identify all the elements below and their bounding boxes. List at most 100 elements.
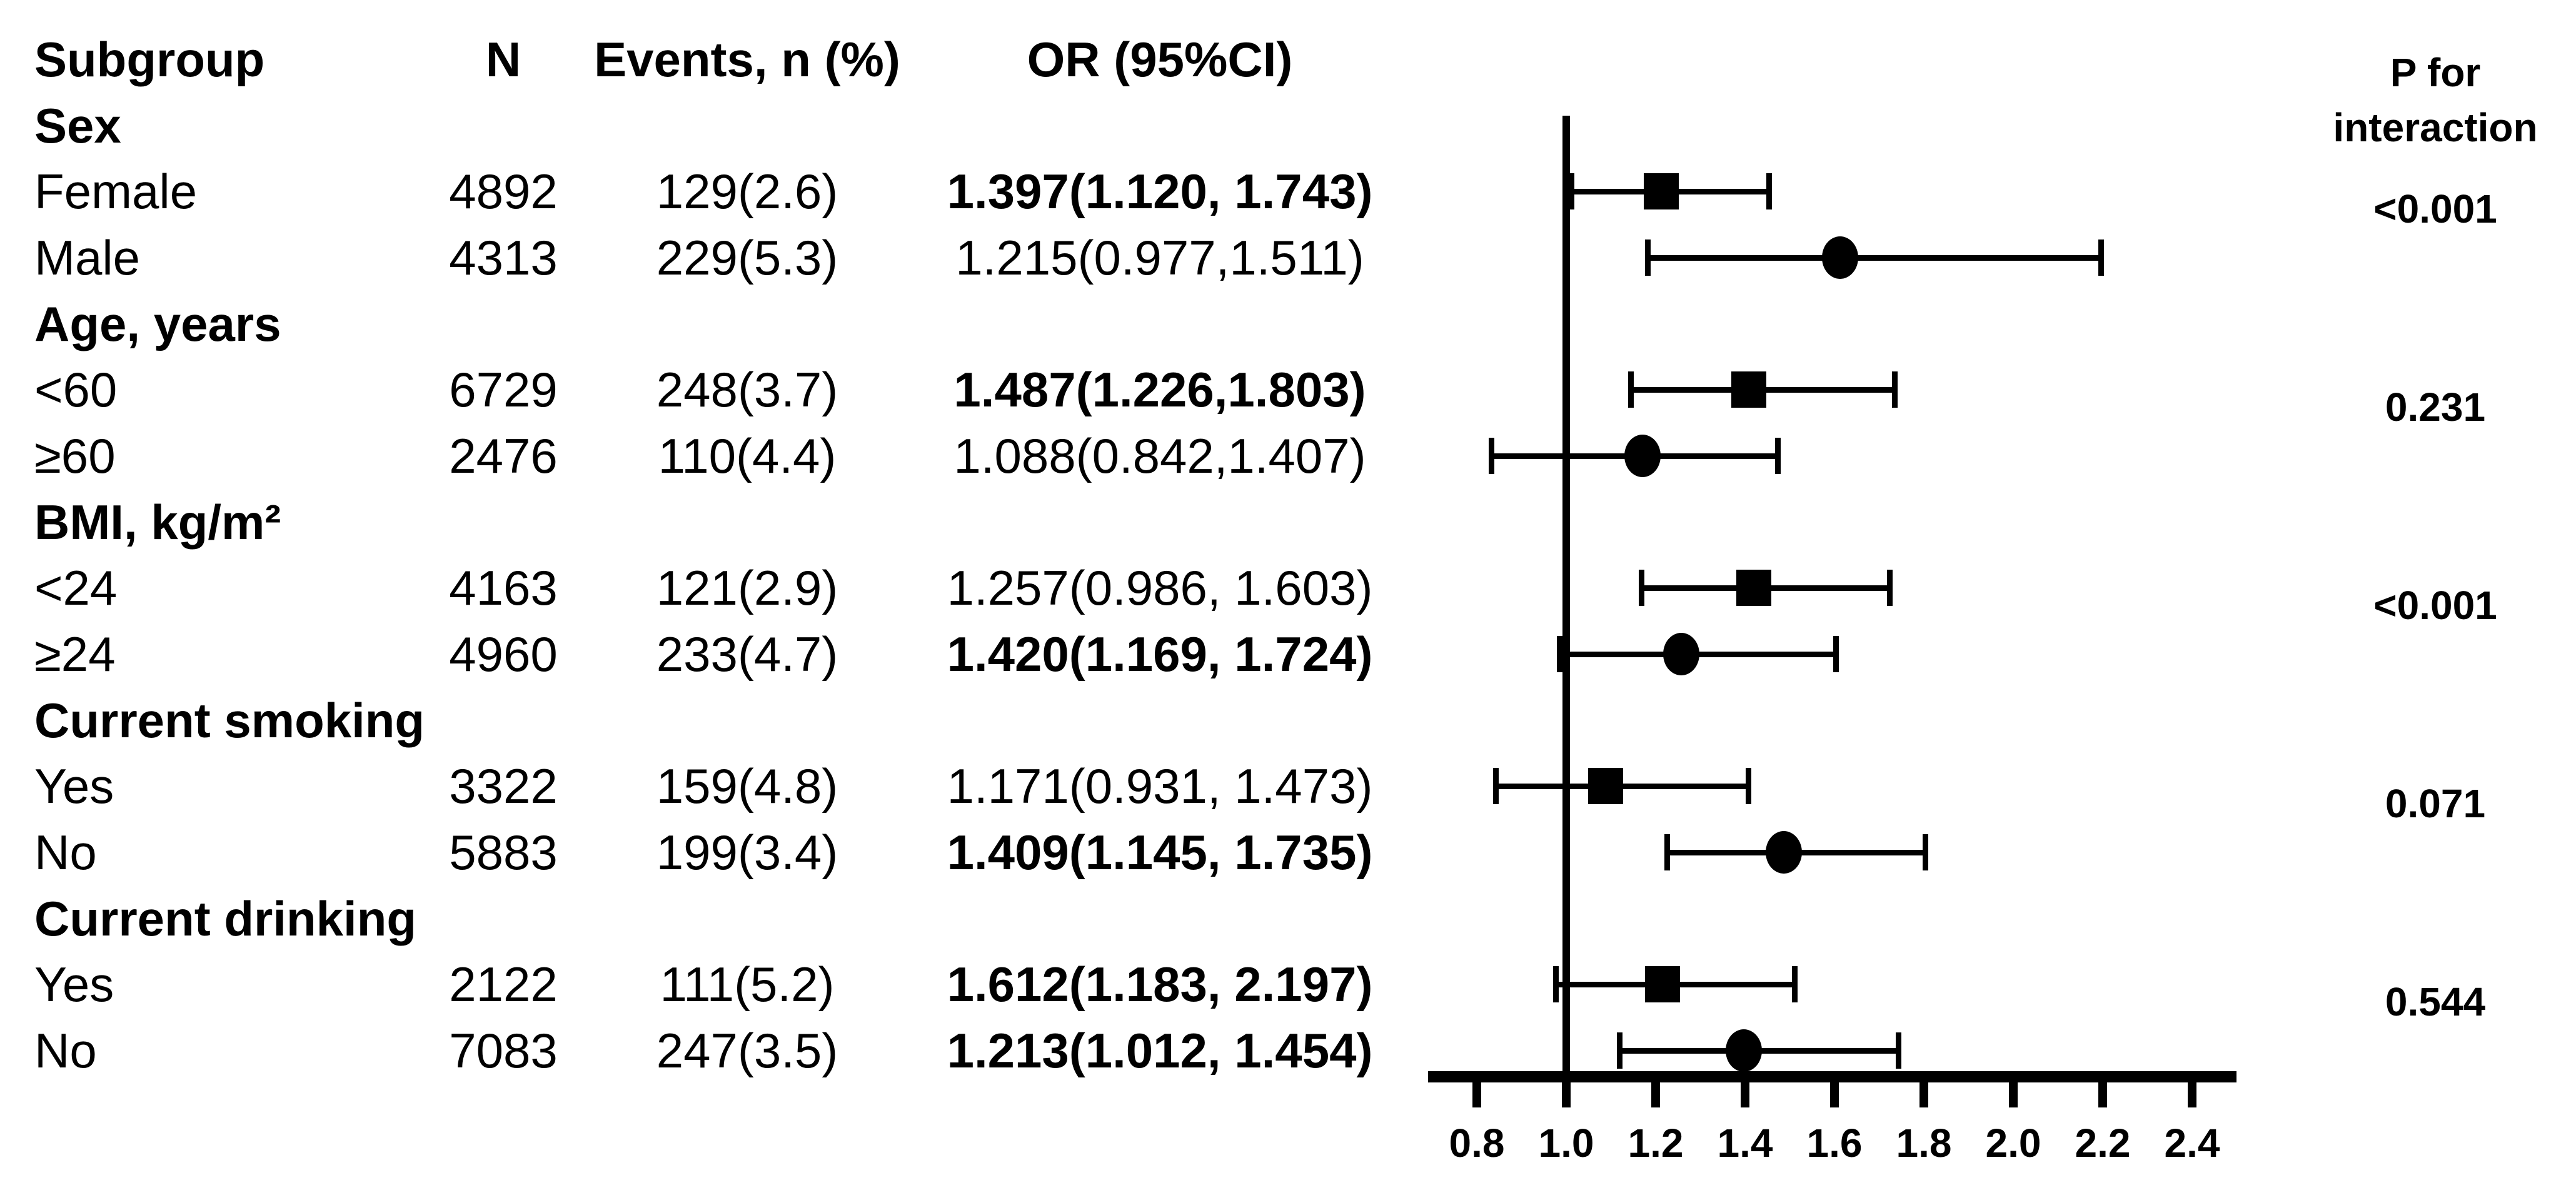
or-point-circle-marker [1821,236,1858,279]
x-axis-tick-label: 1.6 [1806,1121,1863,1166]
x-axis-tick [1651,1082,1660,1107]
row-n-value: 4163 [449,560,558,616]
row-or-ci-value: 1.088(0.842,1.407) [953,428,1366,484]
ci-cap-left [1489,438,1495,475]
row-or-ci-value: 1.213(1.012, 1.454) [947,1023,1373,1079]
x-axis-tick-label: 1.2 [1628,1121,1684,1166]
row-n-value: 4892 [449,164,558,219]
column-header-or: OR (95%CI) [1027,32,1293,87]
ci-cap-left [1492,768,1499,805]
column-header-events: Events, n (%) [594,32,900,87]
column-header-p-interaction: P for interaction [2333,45,2537,155]
row-or-ci-value: 1.487(1.226,1.803) [953,362,1366,418]
row-events-value: 247(3.5) [656,1023,838,1079]
ci-cap-right [1791,966,1798,1003]
section-label: Age, years [34,296,281,351]
section-label: Sex [34,98,121,153]
row-n-value: 7083 [449,1023,558,1079]
row-n-value: 5883 [449,825,558,880]
row-n-value: 2122 [449,957,558,1012]
or-point-square-marker [1587,768,1623,805]
x-axis-tick [2009,1082,2018,1107]
row-events-value: 248(3.7) [656,362,838,418]
section-label: Current smoking [34,692,425,748]
column-header-n: N [485,32,521,87]
x-axis-tick-label: 2.2 [2075,1121,2131,1166]
row-n-value: 3322 [449,759,558,814]
x-axis-tick-label: 2.0 [1985,1121,2041,1166]
x-axis-tick [1562,1082,1571,1107]
row-n-value: 2476 [449,428,558,484]
row-label: Yes [34,957,114,1012]
ci-cap-left [1569,173,1575,210]
or-point-square-marker [1736,570,1772,607]
section-label: Current drinking [34,890,417,946]
x-axis-tick [1741,1082,1749,1107]
ci-cap-left [1617,1032,1623,1069]
row-label: No [34,1023,97,1079]
x-axis-tick [1472,1082,1481,1107]
p-interaction-value: <0.001 [2373,186,2497,232]
ci-cap-left [1645,240,1651,276]
x-axis-tick [1830,1082,1839,1107]
row-label: No [34,825,97,880]
row-label: Female [34,164,198,219]
row-or-ci-value: 1.612(1.183, 2.197) [947,957,1373,1012]
or-point-square-marker [1731,371,1767,408]
ci-cap-right [1892,371,1898,408]
row-events-value: 111(5.2) [660,957,835,1012]
p-interaction-value: 0.231 [2385,385,2486,430]
p-interaction-value: 0.544 [2385,979,2486,1025]
or-point-circle-marker [1766,831,1803,874]
ci-cap-left [1639,570,1645,607]
p-interaction-value: <0.001 [2373,583,2497,628]
x-axis-tick [2188,1082,2196,1107]
row-label: <24 [34,560,118,616]
x-axis-tick-label: 0.8 [1449,1121,1505,1166]
ci-cap-right [2098,240,2105,276]
ci-cap-left [1557,636,1563,673]
row-or-ci-value: 1.171(0.931, 1.473) [947,759,1373,814]
p-header-line2: interaction [2333,105,2538,150]
p-interaction-value: 0.071 [2385,781,2486,827]
ci-cap-right [1774,438,1781,475]
row-label: Yes [34,759,114,814]
row-events-value: 110(4.4) [658,428,837,484]
x-axis-tick-label: 2.4 [2164,1121,2220,1166]
row-or-ci-value: 1.420(1.169, 1.724) [947,627,1373,682]
or-point-circle-marker [1663,633,1699,676]
ci-cap-right [1833,636,1839,673]
row-events-value: 199(3.4) [656,825,838,880]
row-events-value: 159(4.8) [656,759,838,814]
row-n-value: 6729 [449,362,558,418]
row-events-value: 129(2.6) [656,164,838,219]
x-axis-tick-label: 1.4 [1717,1121,1773,1166]
ci-cap-right [1922,834,1928,871]
x-axis-tick-label: 1.0 [1538,1121,1594,1166]
row-or-ci-value: 1.257(0.986, 1.603) [947,560,1373,616]
ci-whisker [1648,255,2101,261]
row-events-value: 229(5.3) [656,230,838,285]
ci-cap-right [1887,570,1893,607]
x-axis-tick [2098,1082,2107,1107]
row-label: ≥24 [34,627,116,682]
ci-cap-left [1664,834,1671,871]
row-or-ci-value: 1.397(1.120, 1.743) [947,164,1373,219]
p-header-line1: P for [2390,50,2481,95]
row-label: <60 [34,362,118,418]
ci-cap-right [1745,768,1751,805]
ci-cap-right [1895,1032,1901,1069]
row-n-value: 4960 [449,627,558,682]
or-point-square-marker [1644,173,1679,210]
row-label: Male [34,230,141,285]
column-header-subgroup: Subgroup [34,32,265,87]
row-or-ci-value: 1.409(1.145, 1.735) [947,825,1373,880]
row-label: ≥60 [34,428,116,484]
x-axis-tick-label: 1.8 [1896,1121,1952,1166]
row-n-value: 4313 [449,230,558,285]
row-events-value: 121(2.9) [656,560,838,616]
or-point-circle-marker [1624,435,1661,478]
or-point-square-marker [1644,966,1680,1003]
reference-line-or-1 [1562,116,1570,1089]
